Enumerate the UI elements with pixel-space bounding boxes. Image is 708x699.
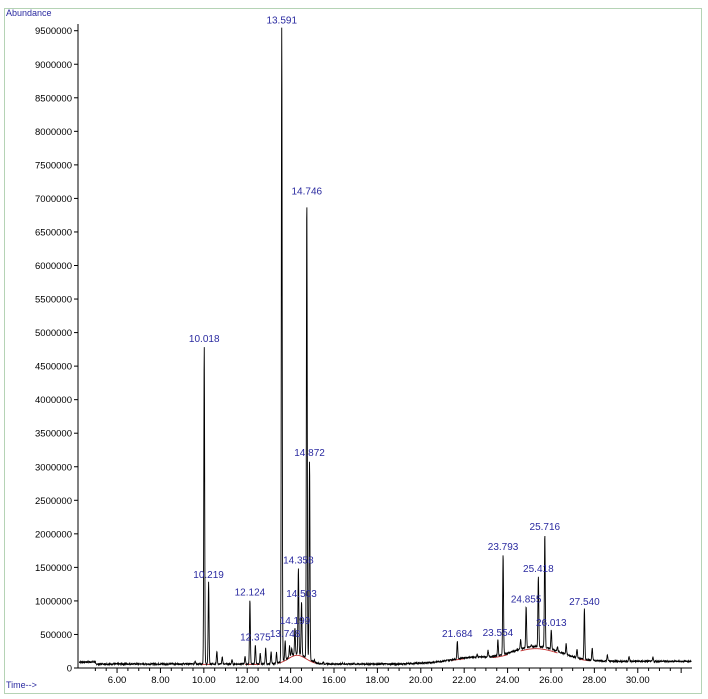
y-tick-label: 8500000: [35, 93, 72, 104]
peak-label: 23.554: [483, 628, 514, 639]
peak-label: 12.124: [235, 588, 266, 599]
chromatogram-trace: [78, 27, 692, 667]
peak-label: 21.684: [442, 629, 473, 640]
peak-label: 12.375: [240, 633, 271, 644]
x-tick-label: 10.00: [192, 675, 216, 686]
y-tick-label: 9500000: [35, 26, 72, 37]
chart-frame: [4, 8, 702, 694]
peak-label: 27.540: [569, 597, 600, 608]
y-axis-title: Abundance: [6, 8, 52, 18]
y-tick-label: 1500000: [35, 563, 72, 574]
y-tick-label: 5000000: [35, 328, 72, 339]
y-tick-label: 7500000: [35, 160, 72, 171]
x-tick-label: 28.00: [582, 675, 606, 686]
x-tick-label: 12.00: [235, 675, 259, 686]
y-tick-label: 6500000: [35, 227, 72, 238]
peak-label: 10.018: [189, 334, 220, 345]
peak-label: 26.013: [536, 618, 567, 629]
x-tick-label: 22.00: [452, 675, 476, 686]
x-tick-label: 8.00: [151, 675, 170, 686]
y-tick-label: 2500000: [35, 496, 72, 507]
y-tick-label: 4000000: [35, 395, 72, 406]
y-tick-label: 1000000: [35, 596, 72, 607]
y-tick-label: 0: [67, 664, 72, 675]
peak-label: 14.503: [286, 589, 317, 600]
integration-baseline: [520, 648, 558, 654]
y-tick-label: 500000: [40, 630, 72, 641]
x-axis-title: Time-->: [6, 680, 37, 690]
y-tick-label: 6000000: [35, 261, 72, 272]
x-tick-label: 18.00: [366, 675, 390, 686]
peak-label: 14.872: [294, 448, 325, 459]
peak-label: 24.855: [511, 594, 542, 605]
peak-label: 14.358: [283, 555, 314, 566]
y-tick-label: 5500000: [35, 295, 72, 306]
y-tick-label: 7000000: [35, 194, 72, 205]
y-tick-label: 3000000: [35, 462, 72, 473]
x-tick-label: 30.00: [626, 675, 650, 686]
peak-label: 25.716: [530, 522, 561, 533]
y-tick-label: 3500000: [35, 429, 72, 440]
peak-label: 10.219: [193, 570, 224, 581]
peak-label: 13.748: [270, 629, 301, 640]
x-tick-label: 26.00: [539, 675, 563, 686]
x-tick-label: 16.00: [322, 675, 346, 686]
peak-label: 25.418: [523, 564, 554, 575]
peak-label: 13.591: [266, 15, 297, 26]
x-tick-label: 14.00: [279, 675, 303, 686]
x-tick-label: 24.00: [496, 675, 520, 686]
x-tick-label: 20.00: [409, 675, 433, 686]
y-tick-label: 2000000: [35, 529, 72, 540]
y-tick-label: 4500000: [35, 362, 72, 373]
integration-baseline: [277, 654, 317, 664]
peak-label: 14.746: [292, 186, 323, 197]
peak-label: 23.793: [488, 542, 519, 553]
y-tick-label: 9000000: [35, 60, 72, 71]
peak-label: 14.199: [280, 616, 311, 627]
x-tick-label: 6.00: [108, 675, 127, 686]
y-tick-label: 8000000: [35, 127, 72, 138]
